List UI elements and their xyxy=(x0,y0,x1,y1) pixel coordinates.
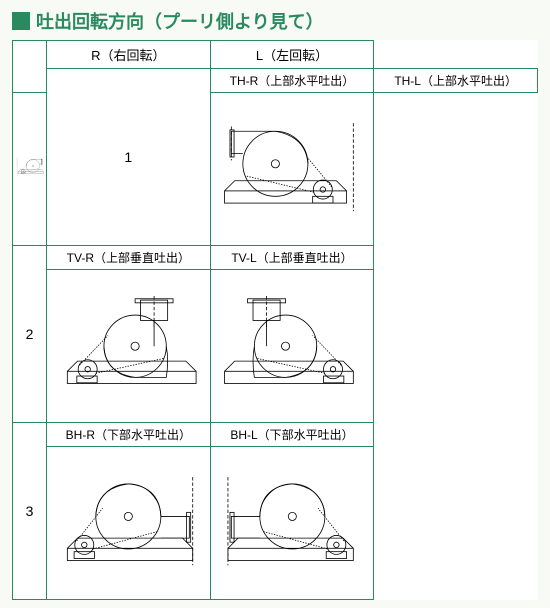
diagram-bh-l xyxy=(210,447,374,600)
row-num-1: 1 xyxy=(47,69,211,246)
sub-th-l: TH-L（上部水平吐出） xyxy=(374,69,538,93)
svg-bh-l xyxy=(211,447,374,594)
page: 吐出回転方向（プーリ側より見て） R（右回転） L（左回転） 1 TH-R（上部… xyxy=(0,0,550,608)
svg-tv-l xyxy=(211,270,374,417)
title-square-icon xyxy=(12,12,30,30)
diagram-tv-l xyxy=(210,270,374,423)
sub-bh-r: BH-R（下部水平吐出） xyxy=(47,423,211,447)
rotation-table: R（右回転） L（左回転） 1 TH-R（上部水平吐出） TH-L（上部水平吐出… xyxy=(12,40,538,600)
col-header-r: R（右回転） xyxy=(47,41,211,69)
svg-th-r xyxy=(13,93,46,240)
diagram-tv-r xyxy=(47,270,211,423)
row-num-2: 2 xyxy=(13,246,47,423)
sub-tv-r: TV-R（上部垂直吐出） xyxy=(47,246,211,270)
diagram-bh-r xyxy=(47,447,211,600)
col-header-l: L（左回転） xyxy=(210,41,374,69)
diagram-th-r xyxy=(13,93,47,246)
diagram-th-l xyxy=(210,93,374,246)
svg-th-l xyxy=(211,93,374,240)
sub-tv-l: TV-L（上部垂直吐出） xyxy=(210,246,374,270)
corner-cell xyxy=(13,41,47,93)
sub-bh-l: BH-L（下部水平吐出） xyxy=(210,423,374,447)
svg-tv-r xyxy=(47,270,210,417)
svg-bh-r xyxy=(47,447,210,594)
page-title: 吐出回転方向（プーリ側より見て） xyxy=(36,8,324,34)
title-row: 吐出回転方向（プーリ側より見て） xyxy=(12,8,538,34)
sub-th-r: TH-R（上部水平吐出） xyxy=(210,69,374,93)
row-num-3: 3 xyxy=(13,423,47,600)
